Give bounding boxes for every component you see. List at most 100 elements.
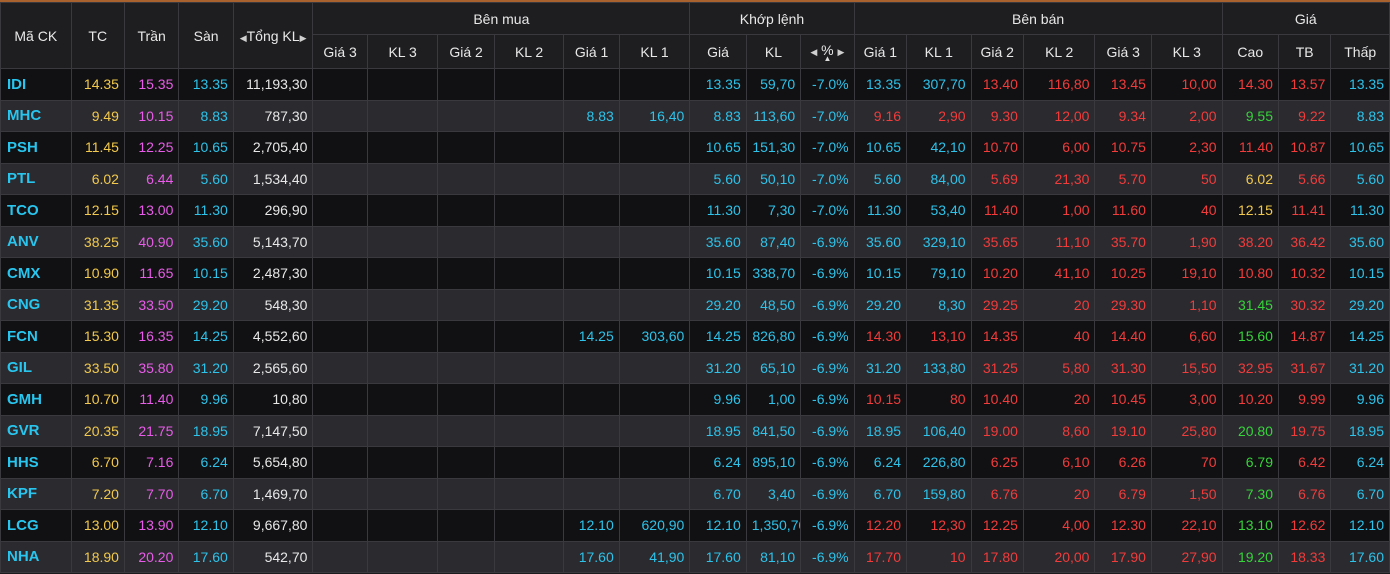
col-avol1[interactable]: KL 1 [906, 34, 972, 69]
avol1-cell: 307,70 [906, 68, 972, 101]
total-volume-cell: 542,70 [232, 540, 314, 573]
col-low[interactable]: Thấp [1330, 34, 1390, 69]
bid3-cell [312, 383, 368, 416]
table-row[interactable]: CMX 10.90 11.65 10.15 2,487,30 10.15 338,70 -6.… [0, 257, 1390, 290]
match-volume-cell: 826,80 [745, 320, 802, 353]
table-row[interactable]: PTL 6.02 6.44 5.60 1,534,40 5.60 50,10 -7.0% 5.6… [0, 162, 1390, 195]
symbol-cell[interactable]: GVR [0, 414, 72, 447]
symbol-cell[interactable]: GMH [0, 383, 72, 416]
symbol-cell[interactable]: ANV [0, 225, 72, 258]
ref-cell: 13.00 [70, 509, 125, 542]
symbol-cell[interactable]: CMX [0, 257, 72, 290]
bvol1-cell [618, 225, 691, 258]
bvol3-cell [366, 477, 439, 510]
col-symbol[interactable]: Mã CK [0, 2, 72, 69]
table-row[interactable]: GIL 33.50 35.80 31.20 2,565,60 31.20 65,10 -6.9… [0, 351, 1390, 384]
bid1-cell [563, 257, 620, 290]
symbol-cell[interactable]: LCG [0, 509, 72, 542]
symbol-cell[interactable]: TCO [0, 194, 72, 227]
col-ask3[interactable]: Giá 3 [1094, 34, 1152, 69]
ask1-cell: 17.70 [853, 540, 908, 573]
ask1-cell: 5.60 [853, 162, 908, 195]
bvol3-cell [366, 446, 439, 479]
col-match-price[interactable]: Giá [689, 34, 747, 69]
bid2-cell [437, 477, 495, 510]
avg-cell: 5.66 [1277, 162, 1332, 195]
match-price-cell: 6.24 [689, 446, 747, 479]
symbol-cell[interactable]: NHA [0, 540, 72, 573]
col-ask2[interactable]: Giá 2 [970, 34, 1024, 69]
avol1-cell: 133,80 [906, 351, 972, 384]
symbol-cell[interactable]: FCN [0, 320, 72, 353]
match-volume-cell: 841,50 [745, 414, 802, 447]
match-percent-cell: -6.9% [800, 225, 855, 258]
avol2-cell: 4,00 [1022, 509, 1096, 542]
bid3-cell [312, 446, 368, 479]
ask3-cell: 19.10 [1094, 414, 1152, 447]
table-row[interactable]: TCO 12.15 13.00 11.30 296,90 11.30 7,30 -7.0% 11… [0, 194, 1390, 227]
col-avg[interactable]: TB [1277, 34, 1332, 69]
col-bid2[interactable]: Giá 2 [437, 34, 495, 69]
symbol-cell[interactable]: KPF [0, 477, 72, 510]
col-ref[interactable]: TC [70, 2, 125, 69]
symbol-cell[interactable]: MHC [0, 99, 72, 132]
match-volume-cell: 65,10 [745, 351, 802, 384]
table-row[interactable]: PSH 11.45 12.25 10.65 2,705,40 10.65 151,30 -7.… [0, 131, 1390, 164]
bvol3-cell [366, 194, 439, 227]
col-bid1[interactable]: Giá 1 [563, 34, 620, 69]
bid3-cell [312, 288, 368, 321]
avol1-cell: 80 [906, 383, 972, 416]
col-total-volume[interactable]: ◀Tổng KL▶ [232, 2, 314, 69]
match-percent-cell: -7.0% [800, 68, 855, 101]
col-high[interactable]: Cao [1221, 34, 1279, 69]
avol3-cell: 27,90 [1150, 540, 1223, 573]
symbol-cell[interactable]: GIL [0, 351, 72, 384]
col-bvol1[interactable]: KL 1 [618, 34, 691, 69]
low-cell: 35.60 [1330, 225, 1390, 258]
ceil-cell: 11.40 [123, 383, 180, 416]
table-row[interactable]: IDI 14.35 15.35 13.35 11,193,30 13.35 59,70 -7.… [0, 68, 1390, 101]
col-bvol3[interactable]: KL 3 [366, 34, 439, 69]
table-row[interactable]: FCN 15.30 16.35 14.25 4,552,60 14.25 303,60 14.… [0, 320, 1390, 353]
ask3-cell: 29.30 [1094, 288, 1152, 321]
symbol-cell[interactable]: PTL [0, 162, 72, 195]
bvol1-cell: 303,60 [618, 320, 691, 353]
col-match-volume[interactable]: KL [745, 34, 802, 69]
match-volume-cell: 1,00 [745, 383, 802, 416]
col-avol3[interactable]: KL 3 [1150, 34, 1223, 69]
table-row[interactable]: ANV 38.25 40.90 35.60 5,143,70 35.60 87,40 -6.9… [0, 225, 1390, 258]
symbol-cell[interactable]: CNG [0, 288, 72, 321]
symbol-cell[interactable]: HHS [0, 446, 72, 479]
ask3-cell: 10.45 [1094, 383, 1152, 416]
col-floor[interactable]: Sàn [178, 2, 234, 69]
table-row[interactable]: HHS 6.70 7.16 6.24 5,654,80 6.24 895,10 -6.9% 6.… [0, 446, 1390, 479]
ref-cell: 7.20 [70, 477, 125, 510]
ceil-cell: 33.50 [123, 288, 180, 321]
col-bid3[interactable]: Giá 3 [312, 34, 368, 69]
avol3-cell: 6,60 [1150, 320, 1223, 353]
symbol-cell[interactable]: IDI [0, 68, 72, 101]
table-row[interactable]: GVR 20.35 21.75 18.95 7,147,50 18.95 841,50 -6.… [0, 414, 1390, 447]
col-ask1[interactable]: Giá 1 [853, 34, 908, 69]
ceil-cell: 35.80 [123, 351, 180, 384]
ask2-cell: 19.00 [970, 414, 1024, 447]
table-row[interactable]: KPF 7.20 7.70 6.70 1,469,70 6.70 3,40 -6.9% 6.70… [0, 477, 1390, 510]
table-row[interactable]: MHC 9.49 10.15 8.83 787,30 8.83 16,40 8.83 113,6… [0, 99, 1390, 132]
symbol-cell[interactable]: PSH [0, 131, 72, 164]
col-ceil[interactable]: Trần [123, 2, 180, 69]
table-row[interactable]: GMH 10.70 11.40 9.96 10,80 9.96 1,00 -6.9% 10.15… [0, 383, 1390, 416]
col-avol2[interactable]: KL 2 [1022, 34, 1096, 69]
match-percent-cell: -6.9% [800, 540, 855, 573]
match-price-cell: 5.60 [689, 162, 747, 195]
table-row[interactable]: NHA 18.90 20.20 17.60 542,70 17.60 41,90 17.60 8… [0, 540, 1390, 573]
total-volume-cell: 2,487,30 [232, 257, 314, 290]
col-bvol2[interactable]: KL 2 [493, 34, 565, 69]
avol1-cell: 2,90 [906, 99, 972, 132]
ask2-cell: 11.40 [970, 194, 1024, 227]
col-match-percent[interactable]: ◀ % ▶ ▲ [800, 34, 855, 69]
table-row[interactable]: LCG 13.00 13.90 12.10 9,667,80 12.10 620,90 12.… [0, 509, 1390, 542]
table-row[interactable]: CNG 31.35 33.50 29.20 548,30 29.20 48,50 -6.9% 2… [0, 288, 1390, 321]
bid3-cell [312, 540, 368, 573]
match-price-cell: 17.60 [689, 540, 747, 573]
bvol2-cell [493, 383, 565, 416]
